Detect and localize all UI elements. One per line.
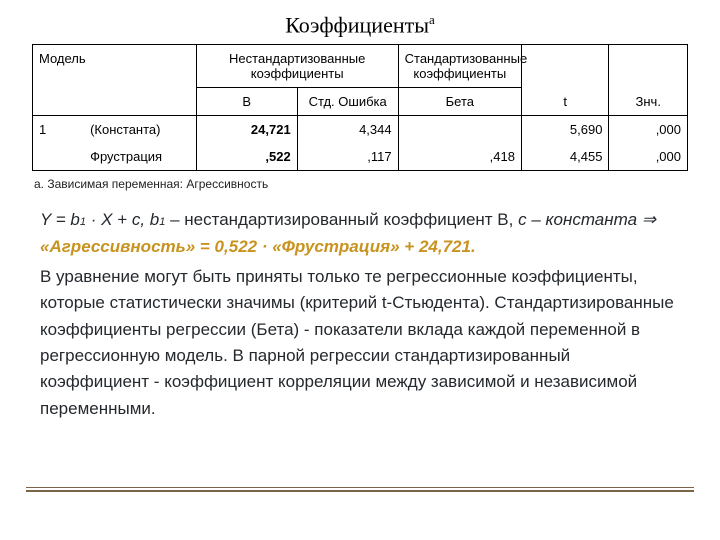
cell-t: 5,690 xyxy=(521,116,608,144)
table-footnote: a. Зависимая переменная: Агрессивность xyxy=(32,171,688,199)
eq-highlight: «Агрессивность» = 0,522 · «Фрустрация» +… xyxy=(40,237,476,256)
eq-mid2: – нестандартизированный коэффициент В, xyxy=(165,210,518,229)
header-beta: Бета xyxy=(398,88,521,116)
eq-mid3: – константа ⇒ xyxy=(527,210,656,229)
table-row: Фрустрация ,522 ,117 ,418 4,455 ,000 xyxy=(33,143,688,171)
table-title-sup: a xyxy=(429,12,435,27)
cell-var: Фрустрация xyxy=(84,143,196,171)
cell-beta: ,418 xyxy=(398,143,521,171)
paragraph: В уравнение могут быть приняты только те… xyxy=(40,264,680,422)
slide: Коэффициентыa Модель Нестандартизованные… xyxy=(0,0,720,540)
header-b: B xyxy=(196,88,297,116)
header-sig: Знч. xyxy=(609,45,688,116)
cell-b: 24,721 xyxy=(196,116,297,144)
coefficients-table-block: Коэффициентыa Модель Нестандартизованные… xyxy=(32,0,688,199)
cell-t: 4,455 xyxy=(521,143,608,171)
table-title-text: Коэффициенты xyxy=(285,12,429,37)
header-model: Модель xyxy=(33,45,197,116)
header-unstd: Нестандартизованные коэффициенты xyxy=(196,45,398,88)
cell-se: ,117 xyxy=(297,143,398,171)
cell-model: 1 xyxy=(33,116,85,144)
cell-b: ,522 xyxy=(196,143,297,171)
eq-c: c xyxy=(518,210,527,229)
header-t: t xyxy=(521,45,608,116)
cell-var: (Константа) xyxy=(84,116,196,144)
header-std: Стандартизованные коэффициенты xyxy=(398,45,521,88)
table-row: 1 (Константа) 24,721 4,344 5,690 ,000 xyxy=(33,116,688,144)
header-se: Стд. Ошибка xyxy=(297,88,398,116)
eq-y-part: Y = b xyxy=(40,210,80,229)
cell-sig: ,000 xyxy=(609,143,688,171)
cell-model xyxy=(33,143,85,171)
table-title: Коэффициентыa xyxy=(32,0,688,44)
equation-line: Y = b1 · X + c, b1 – нестандартизированн… xyxy=(40,207,680,260)
explanation-text: Y = b1 · X + c, b1 – нестандартизированн… xyxy=(40,207,680,422)
cell-se: 4,344 xyxy=(297,116,398,144)
cell-beta xyxy=(398,116,521,144)
coefficients-table: Модель Нестандартизованные коэффициенты … xyxy=(32,44,688,171)
cell-sig: ,000 xyxy=(609,116,688,144)
footer-rule-thick xyxy=(26,490,694,492)
footer-rule-thin xyxy=(26,487,694,488)
eq-mid1: · X + c, b xyxy=(86,210,159,229)
